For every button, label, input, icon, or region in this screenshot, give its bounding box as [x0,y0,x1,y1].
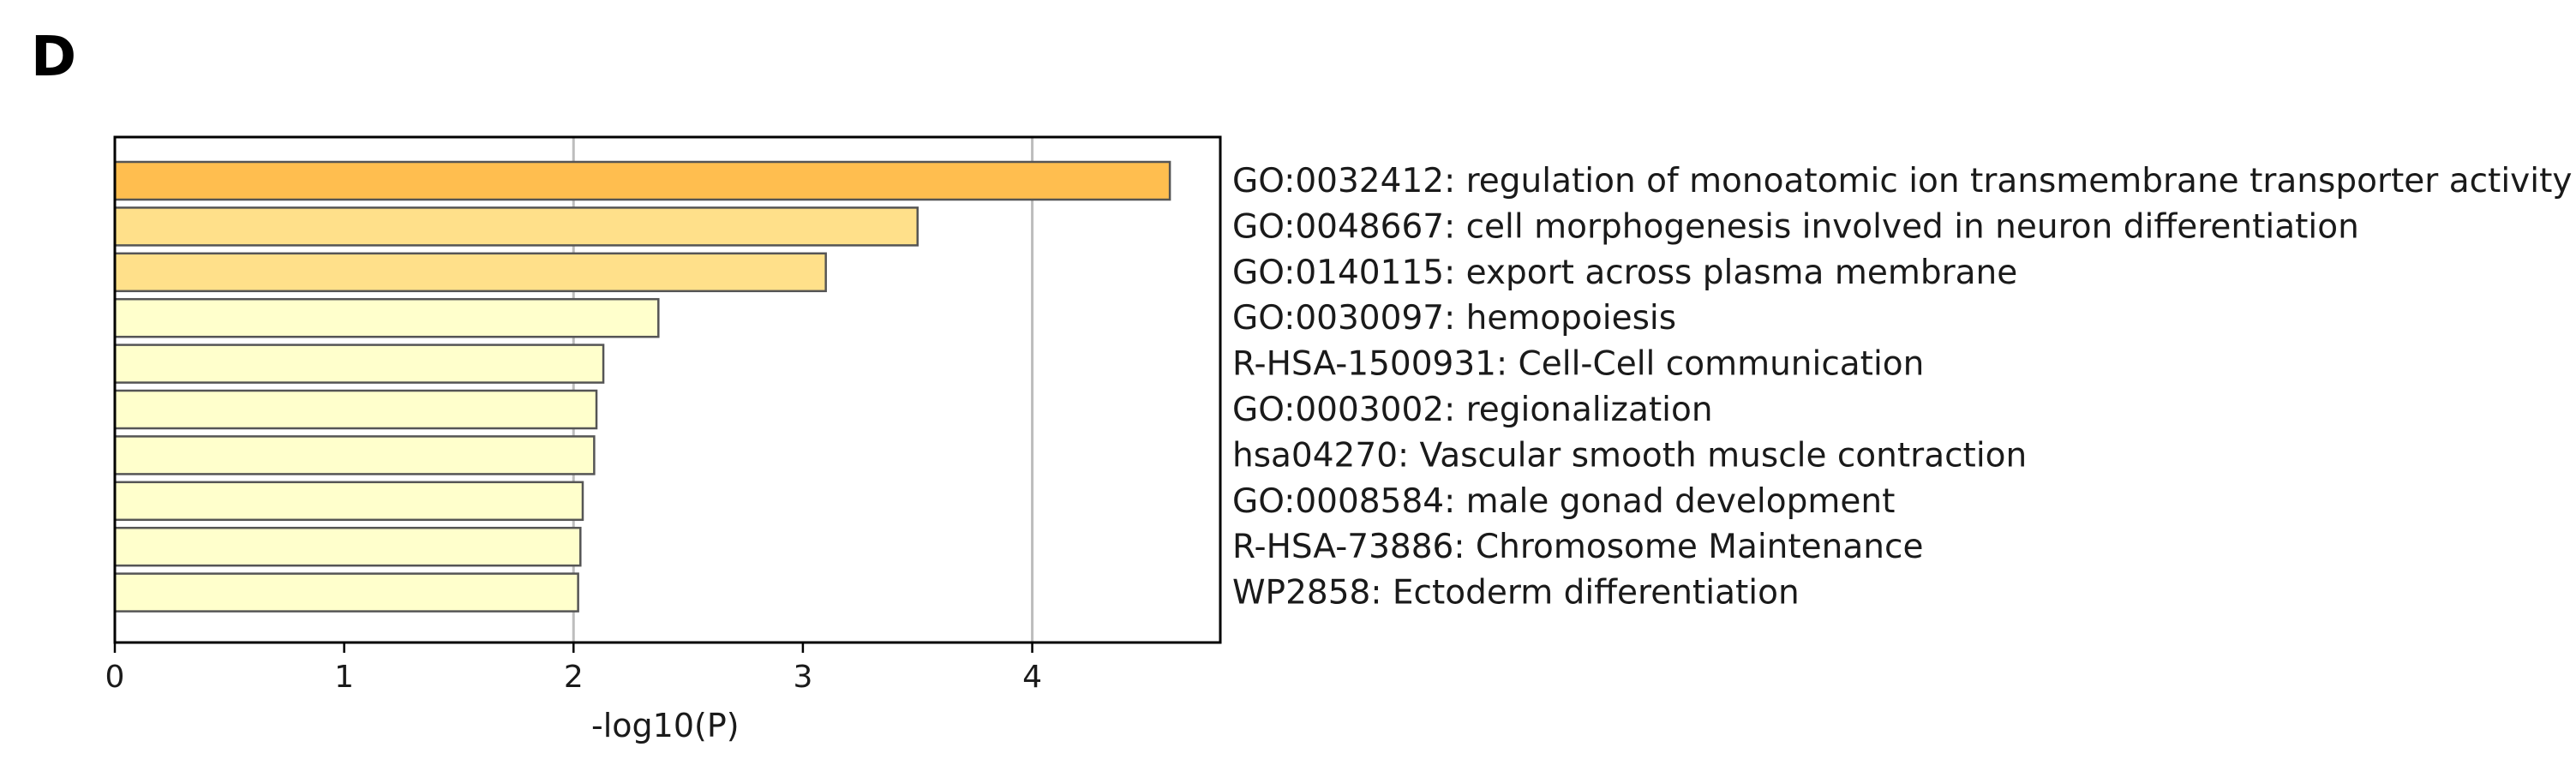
category-label: GO:0048667: cell morphogenesis involved … [1232,207,2359,246]
x-axis-label: -log10(P) [591,707,740,744]
category-label: GO:0003002: regionalization [1232,391,1713,429]
bar [113,389,598,430]
bar [113,572,579,613]
bar [113,252,827,293]
bar [113,481,584,522]
bar [113,344,605,384]
bar [113,526,582,567]
plot-frame [113,135,1222,644]
x-tick-label: 1 [334,660,354,695]
x-tick-label: 2 [564,660,584,695]
bars [113,160,1171,613]
bar [113,297,660,338]
x-axis-ticks: 0 1 2 3 4 [105,642,1042,695]
x-tick-label: 3 [793,660,812,695]
category-label: hsa04270: Vascular smooth muscle contrac… [1232,436,2027,475]
category-label: R-HSA-1500931: Cell-Cell communication [1232,345,1924,384]
category-label: GO:0140115: export across plasma membran… [1232,254,2017,292]
category-labels: GO:0032412: regulation of monoatomic ion… [1232,162,2572,613]
category-label: R-HSA-73886: Chromosome Maintenance [1232,528,1923,566]
x-tick-label: 0 [105,660,125,695]
bar [113,206,919,247]
panel-letter: D [31,26,76,89]
category-label: GO:0032412: regulation of monoatomic ion… [1232,162,2572,200]
bar [113,160,1171,201]
category-label: GO:0030097: hemopoiesis [1232,299,1676,338]
bar [113,435,596,475]
x-tick-label: 4 [1022,660,1042,695]
category-label: WP2858: Ectoderm differentiation [1232,574,1800,613]
category-label: GO:0008584: male gonad development [1232,482,1895,521]
